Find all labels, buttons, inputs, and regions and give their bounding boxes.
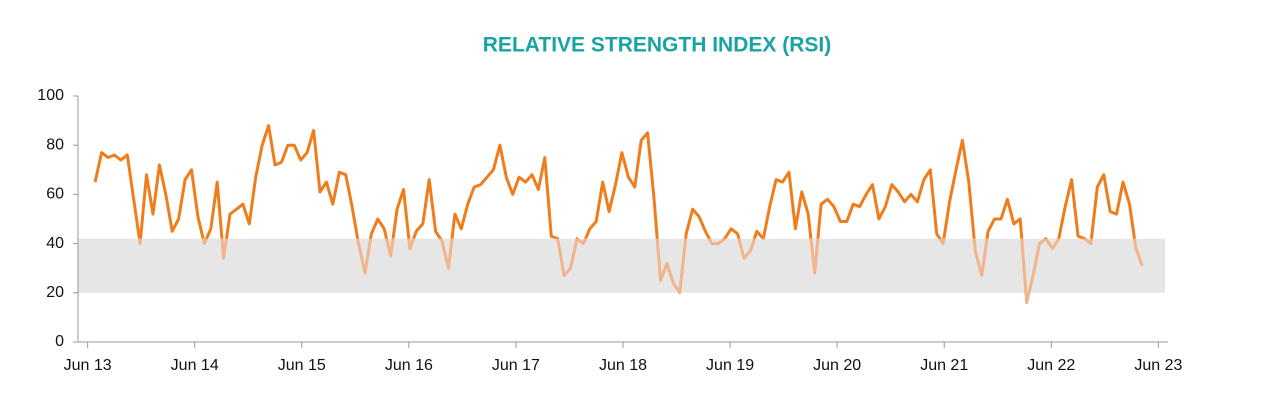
- x-tick-label: Jun 14: [171, 357, 219, 374]
- x-tick-label: Jun 21: [920, 357, 968, 374]
- x-tick-label: Jun 22: [1027, 357, 1075, 374]
- x-tick-label: Jun 23: [1134, 357, 1182, 374]
- shaded-band: [78, 238, 1165, 293]
- x-tick-label: Jun 19: [706, 357, 754, 374]
- chart-title: RELATIVE STRENGTH INDEX (RSI): [483, 34, 831, 57]
- y-tick-label: 0: [55, 333, 64, 350]
- y-tick-label: 60: [46, 186, 64, 203]
- x-tick-label: Jun 20: [813, 357, 861, 374]
- x-tick-label: Jun 15: [278, 357, 326, 374]
- y-tick-label: 100: [37, 87, 64, 104]
- y-tick-label: 80: [46, 136, 64, 153]
- x-tick-label: Jun 18: [599, 357, 647, 374]
- y-tick-label: 40: [46, 235, 64, 252]
- x-tick-label: Jun 13: [64, 357, 112, 374]
- x-tick-label: Jun 16: [385, 357, 433, 374]
- y-tick-label: 20: [46, 284, 64, 301]
- rsi-line: [93, 124, 1144, 305]
- x-tick-label: Jun 17: [492, 357, 540, 374]
